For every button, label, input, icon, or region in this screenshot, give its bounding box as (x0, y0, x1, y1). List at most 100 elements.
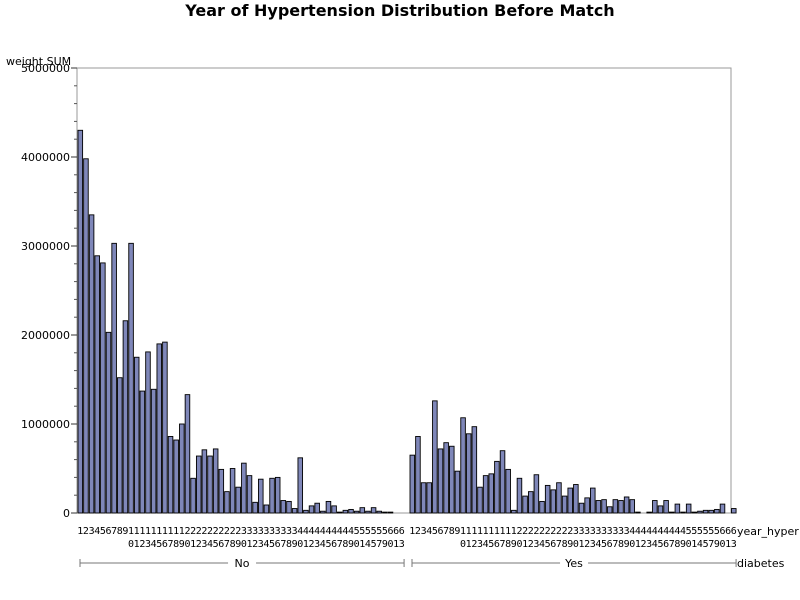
x-tick-label: 0 (387, 539, 393, 550)
bar (556, 482, 562, 514)
x-tick-label: 2 (235, 526, 241, 537)
bar (657, 505, 664, 514)
x-tick-label: 3 (731, 539, 737, 550)
x-tick-label: 3 (624, 526, 630, 537)
bar (224, 491, 230, 514)
x-tick-label: 7 (612, 539, 618, 550)
bar (449, 445, 455, 514)
bar (77, 129, 84, 514)
x-tick-label: 1 (303, 539, 309, 550)
bar (128, 242, 134, 514)
x-tick-label: 2 (550, 526, 556, 537)
x-tick-label: 1 (179, 526, 185, 537)
x-tick-label: 4 (669, 526, 675, 537)
x-tick-label: 4 (325, 526, 331, 537)
x-tick-label: 1 (156, 526, 162, 537)
x-tick-label: 1 (359, 539, 365, 550)
bar (297, 457, 304, 514)
x-tick-label: 3 (258, 526, 264, 537)
x-tick-label: 7 (280, 539, 286, 550)
x-tick-label: 6 (437, 526, 443, 537)
x-tick-label: 9 (680, 539, 686, 550)
y-tick-label: 3000000 (21, 240, 70, 253)
x-tick-label: 3 (590, 539, 596, 550)
bar (680, 511, 686, 514)
x-tick-label: 0 (460, 539, 466, 550)
x-tick-label: 5 (657, 539, 663, 550)
x-tick-label: 1 (128, 526, 134, 537)
x-tick-label: 5 (703, 526, 709, 537)
bar (353, 510, 360, 514)
x-tick-label: 5 (691, 526, 697, 537)
bar (618, 500, 624, 514)
x-tick-label: 0 (241, 539, 247, 550)
bar (432, 400, 438, 514)
bar (179, 423, 185, 514)
x-tick-label: 5 (488, 539, 494, 550)
x-tick-label: 2 (83, 526, 89, 537)
x-tick-label: 6 (725, 526, 731, 537)
x-tick-label: 3 (258, 539, 264, 550)
bar (420, 482, 427, 514)
x-tick-label: 2 (207, 526, 213, 537)
x-tick-label: 4 (303, 526, 309, 537)
x-tick-label: 3 (89, 526, 95, 537)
x-tick-label: 4 (657, 526, 663, 537)
x-tick-label: 3 (252, 526, 258, 537)
bar (308, 505, 315, 514)
x-tick-label: 3 (612, 526, 618, 537)
bar (105, 331, 112, 514)
bar (111, 242, 117, 514)
bar (663, 500, 669, 514)
x-tick-label: 6 (399, 526, 405, 537)
bar (331, 505, 337, 514)
x-tick-label: 9 (382, 539, 388, 550)
x-tick-label: 1 (488, 526, 494, 537)
bar (370, 507, 377, 514)
bar (697, 510, 703, 514)
bar (150, 388, 157, 514)
chart-title: Year of Hypertension Distribution Before… (184, 1, 614, 20)
x-tick-label: 4 (348, 526, 354, 537)
bar (714, 508, 720, 514)
bar (505, 468, 511, 514)
bar (94, 255, 100, 514)
x-tick-label: 1 (162, 526, 168, 537)
x-tick-label: 5 (545, 539, 551, 550)
x-tick-label: 0 (516, 539, 522, 550)
y-tick-label: 5000000 (21, 62, 70, 75)
bar (635, 511, 641, 514)
x-tick-label: 3 (533, 539, 539, 550)
bar (426, 482, 432, 514)
bar (162, 341, 168, 514)
bar (303, 509, 309, 514)
bar (702, 509, 709, 514)
x-tick-label: 2 (545, 526, 551, 537)
bar (365, 510, 371, 514)
x-tick-label: 8 (173, 539, 179, 550)
x-tick-label: 1 (460, 526, 466, 537)
x-tick-label: 1 (139, 526, 145, 537)
bar (578, 502, 585, 514)
x-tick-label: 4 (314, 526, 320, 537)
bar (573, 484, 579, 514)
bar (314, 502, 320, 514)
bar (190, 477, 196, 514)
bar (499, 450, 506, 514)
bar (212, 448, 219, 514)
x-tick-label: 6 (494, 539, 500, 550)
x-axis-label-outer: diabetes (737, 557, 785, 570)
x-tick-label: 8 (562, 539, 568, 550)
bar (550, 489, 557, 514)
x-tick-label: 6 (393, 526, 399, 537)
bar (359, 507, 366, 514)
x-tick-label: 9 (235, 539, 241, 550)
bar (167, 436, 174, 514)
x-tick-label: 1 (246, 539, 252, 550)
x-tick-label: 1 (635, 539, 641, 550)
x-tick-label: 1 (168, 526, 174, 537)
bar (274, 476, 281, 514)
bar (263, 504, 270, 514)
x-tick-label: 7 (708, 539, 714, 550)
bar (184, 394, 191, 514)
